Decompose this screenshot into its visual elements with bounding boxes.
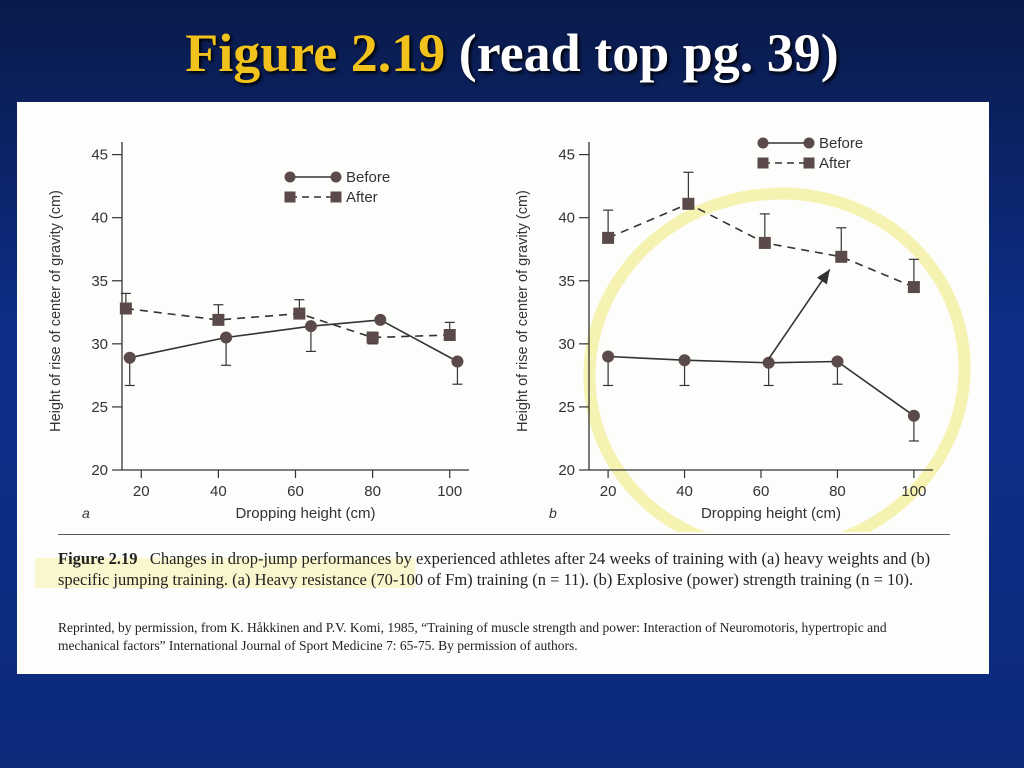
x-tick-label: 40 [676, 483, 693, 500]
data-point-before [907, 409, 920, 422]
y-tick-label: 40 [558, 210, 575, 227]
data-point-after [212, 313, 225, 326]
figure-caption: Figure 2.19 Changes in drop-jump perform… [58, 548, 948, 590]
panel-label: b [549, 505, 557, 521]
y-tick-label: 30 [91, 336, 108, 353]
legend-marker [284, 191, 296, 203]
y-axis-label: Height of rise of center of gravity (cm) [515, 190, 531, 432]
legend-label-after: After [819, 155, 851, 172]
x-tick-label: 60 [287, 483, 304, 500]
legend-marker [330, 171, 342, 183]
y-tick-label: 25 [91, 399, 108, 416]
x-tick-label: 20 [133, 483, 150, 500]
highlighter-mark [35, 558, 415, 588]
x-tick-label: 40 [210, 483, 227, 500]
legend-marker [330, 191, 342, 203]
caption-text: Changes in drop-jump performances by exp… [58, 549, 931, 589]
y-tick-label: 25 [558, 399, 575, 416]
data-point-before [123, 351, 136, 364]
y-axis-label: Height of rise of center of gravity (cm) [48, 190, 64, 432]
data-point-after [119, 302, 132, 315]
x-tick-label: 60 [753, 483, 770, 500]
x-tick-label: 100 [437, 483, 462, 500]
chart-b: 20 25 30 35 40 45 20 40 60 80 100 Dropping height (… [515, 135, 971, 532]
caption-figure-label: Figure 2.19 [58, 549, 138, 568]
legend-label-before: Before [819, 135, 863, 152]
x-tick-label: 80 [364, 483, 381, 500]
slide-title: Figure 2.19 (read top pg. 39) [0, 22, 1024, 84]
legend-label-before: Before [346, 169, 390, 186]
data-point-before [220, 331, 233, 344]
highlight-ring [583, 187, 971, 532]
data-point-before [451, 355, 464, 368]
data-point-after [366, 331, 379, 344]
slide-title-figure: Figure 2.19 [185, 23, 446, 83]
y-tick-label: 30 [558, 336, 575, 353]
annotation-arrow-shaft [767, 268, 831, 360]
figure-credit: Reprinted, by permission, from K. Håkkin… [58, 620, 887, 653]
annotation-arrow-head [816, 269, 830, 285]
caption-rule [58, 534, 950, 535]
figure-panel: 20 25 30 35 40 45 20 40 60 80 100 Dropping height (… [17, 102, 989, 674]
data-point-after [835, 250, 848, 263]
x-tick-label: 20 [600, 483, 617, 500]
legend-marker [803, 157, 815, 169]
legend-marker [757, 137, 769, 149]
data-point-before [762, 356, 775, 369]
legend-label-after: After [346, 189, 378, 206]
series-line-before [129, 319, 458, 363]
data-point-after [682, 197, 695, 210]
x-axis-label: Dropping height (cm) [235, 505, 375, 522]
y-tick-label: 45 [91, 147, 108, 164]
series-line-after [125, 307, 450, 339]
data-point-before [678, 354, 691, 367]
y-tick-label: 20 [91, 462, 108, 479]
legend-marker [803, 137, 815, 149]
x-tick-label: 100 [901, 483, 926, 500]
y-tick-label: 20 [558, 462, 575, 479]
chart-a: 20 25 30 35 40 45 20 40 60 80 100 Dropping height (… [48, 142, 469, 522]
data-point-before [602, 350, 615, 363]
data-point-before [304, 320, 317, 333]
data-point-after [907, 281, 920, 294]
series-line-before [608, 355, 915, 417]
data-point-after [293, 307, 306, 320]
data-point-before [831, 355, 844, 368]
figure-svg: 20 25 30 35 40 45 20 40 60 80 100 Dropping height (… [48, 135, 971, 532]
x-tick-label: 80 [829, 483, 846, 500]
data-point-after [758, 236, 771, 249]
data-point-after [443, 329, 456, 342]
legend-marker [757, 157, 769, 169]
data-point-before [374, 313, 387, 326]
panel-label: a [82, 505, 90, 521]
y-tick-label: 35 [558, 273, 575, 290]
y-tick-label: 40 [91, 210, 108, 227]
x-axis-label: Dropping height (cm) [701, 505, 841, 522]
y-tick-label: 35 [91, 273, 108, 290]
legend-marker [284, 171, 296, 183]
y-tick-label: 45 [558, 147, 575, 164]
data-point-after [602, 231, 615, 244]
slide-title-rest: (read top pg. 39) [458, 23, 839, 83]
